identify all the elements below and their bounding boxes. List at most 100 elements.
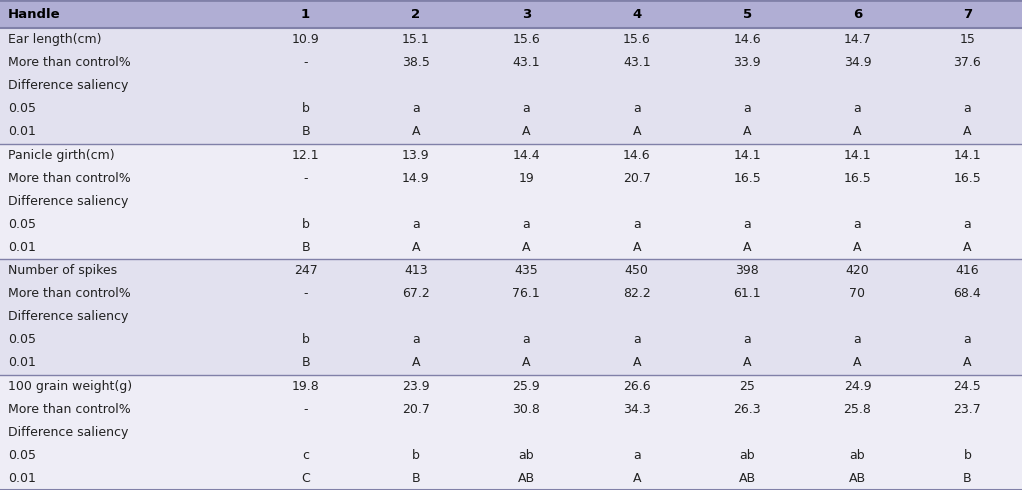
Text: 14.9: 14.9 xyxy=(402,172,430,185)
Text: 1: 1 xyxy=(301,7,310,21)
Text: A: A xyxy=(963,125,972,139)
Text: 38.5: 38.5 xyxy=(402,56,430,69)
Text: 0.01: 0.01 xyxy=(8,356,36,369)
Text: 7: 7 xyxy=(963,7,972,21)
Text: A: A xyxy=(853,125,862,139)
Text: AB: AB xyxy=(739,472,755,485)
Text: 23.7: 23.7 xyxy=(954,403,981,416)
Text: -: - xyxy=(304,287,308,300)
Text: a: a xyxy=(412,218,420,231)
Text: a: a xyxy=(853,333,862,346)
Text: A: A xyxy=(633,125,641,139)
Text: b: b xyxy=(301,333,310,346)
Text: 12.1: 12.1 xyxy=(291,148,320,162)
Text: a: a xyxy=(412,333,420,346)
Text: 13.9: 13.9 xyxy=(402,148,430,162)
Text: 0.01: 0.01 xyxy=(8,472,36,485)
Text: Number of spikes: Number of spikes xyxy=(8,264,118,277)
Bar xyxy=(0,305,1022,328)
Text: 43.1: 43.1 xyxy=(512,56,541,69)
Text: B: B xyxy=(301,356,310,369)
Text: 20.7: 20.7 xyxy=(622,172,651,185)
Text: 16.5: 16.5 xyxy=(733,172,761,185)
Text: a: a xyxy=(522,218,530,231)
Text: A: A xyxy=(963,241,972,254)
Text: A: A xyxy=(743,241,751,254)
Bar xyxy=(0,51,1022,74)
Text: a: a xyxy=(743,102,751,115)
Text: 10.9: 10.9 xyxy=(291,33,320,46)
Text: 247: 247 xyxy=(293,264,318,277)
Text: 435: 435 xyxy=(514,264,539,277)
Text: 24.5: 24.5 xyxy=(954,380,981,392)
Text: 16.5: 16.5 xyxy=(843,172,872,185)
Text: 25.8: 25.8 xyxy=(843,403,872,416)
Text: Difference saliency: Difference saliency xyxy=(8,426,129,439)
Bar xyxy=(0,236,1022,259)
Text: 19: 19 xyxy=(518,172,535,185)
Bar xyxy=(0,28,1022,51)
Text: Panicle girth(cm): Panicle girth(cm) xyxy=(8,148,114,162)
Text: a: a xyxy=(633,449,641,462)
Bar xyxy=(0,467,1022,490)
Text: 43.1: 43.1 xyxy=(622,56,651,69)
Text: A: A xyxy=(522,125,530,139)
Text: 0.05: 0.05 xyxy=(8,333,36,346)
Bar xyxy=(0,259,1022,282)
Text: 14.6: 14.6 xyxy=(733,33,761,46)
Text: 0.01: 0.01 xyxy=(8,241,36,254)
Text: 0.05: 0.05 xyxy=(8,449,36,462)
Text: 14.1: 14.1 xyxy=(954,148,981,162)
Text: -: - xyxy=(304,172,308,185)
Text: 15.1: 15.1 xyxy=(402,33,430,46)
Text: -: - xyxy=(304,56,308,69)
Text: 14.7: 14.7 xyxy=(843,33,872,46)
Text: a: a xyxy=(743,218,751,231)
Text: A: A xyxy=(412,356,420,369)
Text: 33.9: 33.9 xyxy=(733,56,761,69)
Bar xyxy=(0,282,1022,305)
Text: 3: 3 xyxy=(521,7,531,21)
Text: 23.9: 23.9 xyxy=(402,380,430,392)
Bar xyxy=(0,421,1022,444)
Text: A: A xyxy=(853,356,862,369)
Text: B: B xyxy=(412,472,420,485)
Text: 67.2: 67.2 xyxy=(402,287,430,300)
Text: C: C xyxy=(301,472,310,485)
Text: 416: 416 xyxy=(956,264,979,277)
Text: 34.3: 34.3 xyxy=(622,403,651,416)
Bar xyxy=(0,351,1022,374)
Text: a: a xyxy=(964,102,971,115)
Text: More than control%: More than control% xyxy=(8,403,131,416)
Text: A: A xyxy=(963,356,972,369)
Text: b: b xyxy=(301,102,310,115)
Text: 2: 2 xyxy=(412,7,420,21)
Text: AB: AB xyxy=(518,472,535,485)
Text: 24.9: 24.9 xyxy=(843,380,872,392)
Text: A: A xyxy=(743,356,751,369)
Text: 14.6: 14.6 xyxy=(622,148,651,162)
Text: A: A xyxy=(633,356,641,369)
Bar xyxy=(0,328,1022,351)
Bar xyxy=(0,0,1022,28)
Text: 70: 70 xyxy=(849,287,866,300)
Text: a: a xyxy=(964,333,971,346)
Text: 0.05: 0.05 xyxy=(8,102,36,115)
Text: ab: ab xyxy=(739,449,755,462)
Text: 100 grain weight(g): 100 grain weight(g) xyxy=(8,380,132,392)
Text: More than control%: More than control% xyxy=(8,172,131,185)
Text: 14.1: 14.1 xyxy=(733,148,761,162)
Text: 14.4: 14.4 xyxy=(512,148,541,162)
Text: B: B xyxy=(963,472,972,485)
Text: 82.2: 82.2 xyxy=(622,287,651,300)
Text: A: A xyxy=(522,356,530,369)
Bar xyxy=(0,167,1022,190)
Text: AB: AB xyxy=(849,472,866,485)
Bar xyxy=(0,444,1022,467)
Bar xyxy=(0,144,1022,167)
Text: A: A xyxy=(412,125,420,139)
Text: 15.6: 15.6 xyxy=(512,33,541,46)
Text: Difference saliency: Difference saliency xyxy=(8,195,129,208)
Text: ab: ab xyxy=(518,449,535,462)
Text: 6: 6 xyxy=(852,7,863,21)
